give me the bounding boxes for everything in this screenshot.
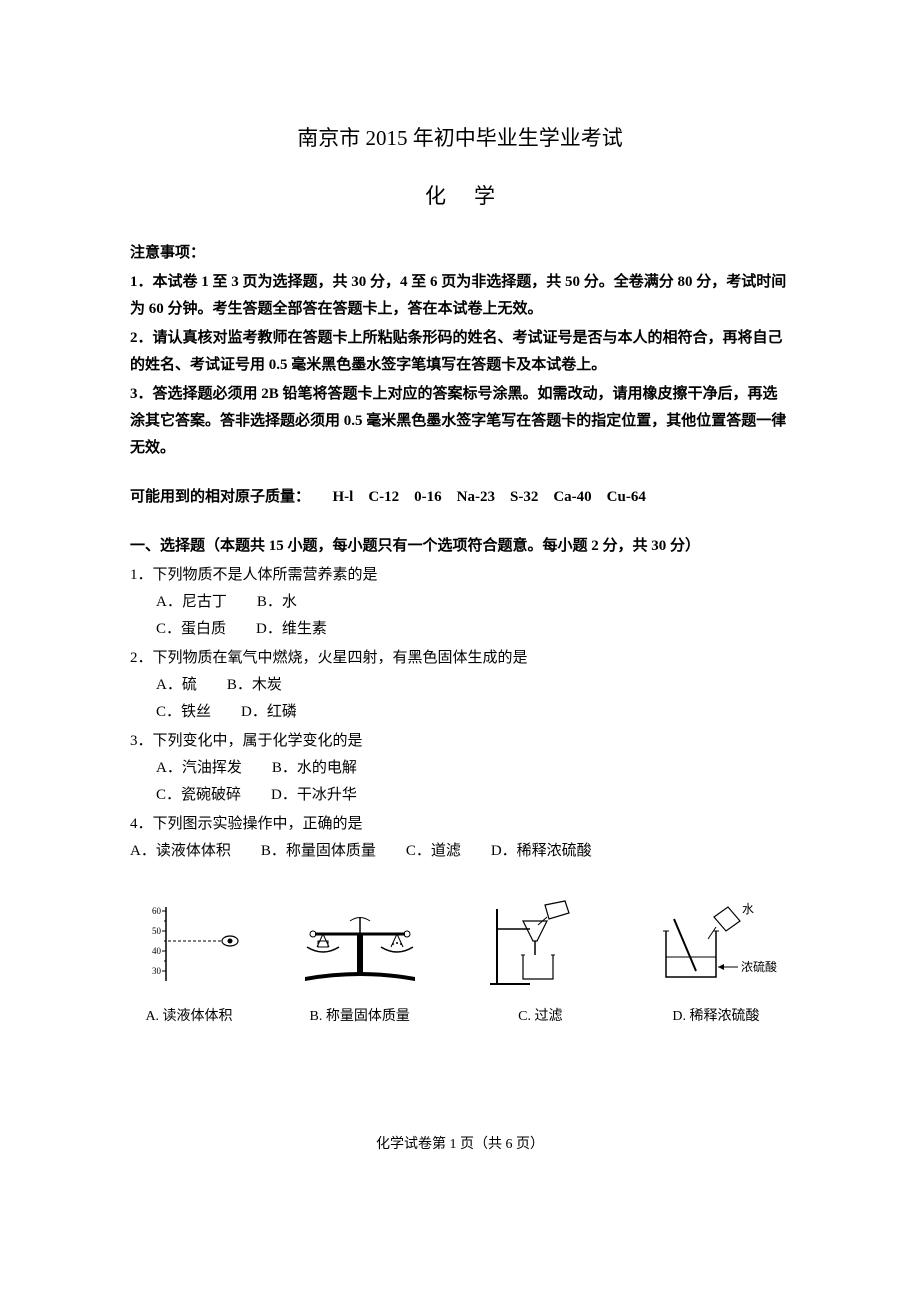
svg-text:浓硫酸: 浓硫酸: [741, 959, 777, 974]
question-4: 4．下列图示实验操作中，正确的是 A．读液体体积 B．称量固体质量 C．道滤 D…: [130, 811, 790, 865]
option-line: C．蛋白质 D．维生素: [156, 616, 790, 643]
notice-section: 注意事项： 1．本试卷 1 至 3 页为选择题，共 30 分，4 至 6 页为非…: [130, 240, 790, 462]
page-footer: 化学试卷第 1 页（共 6 页）: [0, 1132, 920, 1157]
notice-header: 注意事项：: [130, 240, 790, 267]
figure-label: A. 读液体体积: [134, 1004, 244, 1029]
figure-a: 60 50 40 30 A. 读液体体积: [134, 899, 244, 1029]
figure-b: B. 称量固体质量: [285, 899, 435, 1029]
figure-label: B. 称量固体质量: [285, 1004, 435, 1029]
question-options: A．读液体体积 B．称量固体质量 C．道滤 D．稀释浓硫酸: [130, 838, 790, 865]
notice-item: 3．答选择题必须用 2B 铅笔将答题卡上对应的答案标号涂黑。如需改动，请用橡皮擦…: [130, 381, 790, 462]
filter-icon: [475, 899, 605, 989]
svg-text:50: 50: [152, 926, 162, 936]
option-line: A．尼古丁 B．水: [156, 589, 790, 616]
question-options: A．硫 B．木炭 C．铁丝 D．红磷: [130, 672, 790, 726]
option-line: A．汽油挥发 B．水的电解: [156, 755, 790, 782]
figures-row: 60 50 40 30 A. 读液体体积: [130, 899, 790, 1029]
question-options: A．尼古丁 B．水 C．蛋白质 D．维生素: [130, 589, 790, 643]
notice-item: 1．本试卷 1 至 3 页为选择题，共 30 分，4 至 6 页为非选择题，共 …: [130, 269, 790, 323]
section-title: 一、选择题（本题共 15 小题，每小题只有一个选项符合题意。每小题 2 分，共 …: [130, 533, 790, 560]
notice-item: 2．请认真核对监考教师在答题卡上所粘贴条形码的姓名、考试证号是否与本人的相符合，…: [130, 325, 790, 379]
option-line: A．硫 B．木炭: [156, 672, 790, 699]
subject-title: 化学: [130, 178, 790, 216]
exam-title: 南京市 2015 年初中毕业生学业考试: [130, 120, 790, 158]
dilute-icon: 水 浓硫酸: [646, 899, 786, 989]
figure-label: C. 过滤: [475, 1004, 605, 1029]
figure-label: D. 稀释浓硫酸: [646, 1004, 786, 1029]
svg-text:40: 40: [152, 946, 162, 956]
cylinder-icon: 60 50 40 30: [134, 899, 244, 989]
figure-c: C. 过滤: [475, 899, 605, 1029]
svg-text:水: 水: [742, 902, 754, 916]
svg-text:30: 30: [152, 966, 162, 976]
question-options: A．汽油挥发 B．水的电解 C．瓷碗破碎 D．干冰升华: [130, 755, 790, 809]
figure-d: 水 浓硫酸 D. 稀释浓硫酸: [646, 899, 786, 1029]
balance-icon: [285, 899, 435, 989]
question-text: 3．下列变化中，属于化学变化的是: [130, 728, 790, 755]
question-text: 4．下列图示实验操作中，正确的是: [130, 811, 790, 838]
question-text: 2．下列物质在氧气中燃烧，火星四射，有黑色固体生成的是: [130, 645, 790, 672]
option-line: C．铁丝 D．红磷: [156, 699, 790, 726]
option-line: A．读液体体积 B．称量固体质量 C．道滤 D．稀释浓硫酸: [130, 838, 790, 865]
option-line: C．瓷碗破碎 D．干冰升华: [156, 782, 790, 809]
atomic-mass-info: 可能用到的相对原子质量： H-l C-12 0-16 Na-23 S-32 Ca…: [130, 484, 790, 511]
question-text: 1．下列物质不是人体所需营养素的是: [130, 562, 790, 589]
svg-text:60: 60: [152, 906, 162, 916]
question-3: 3．下列变化中，属于化学变化的是 A．汽油挥发 B．水的电解 C．瓷碗破碎 D．…: [130, 728, 790, 809]
question-2: 2．下列物质在氧气中燃烧，火星四射，有黑色固体生成的是 A．硫 B．木炭 C．铁…: [130, 645, 790, 726]
question-1: 1．下列物质不是人体所需营养素的是 A．尼古丁 B．水 C．蛋白质 D．维生素: [130, 562, 790, 643]
